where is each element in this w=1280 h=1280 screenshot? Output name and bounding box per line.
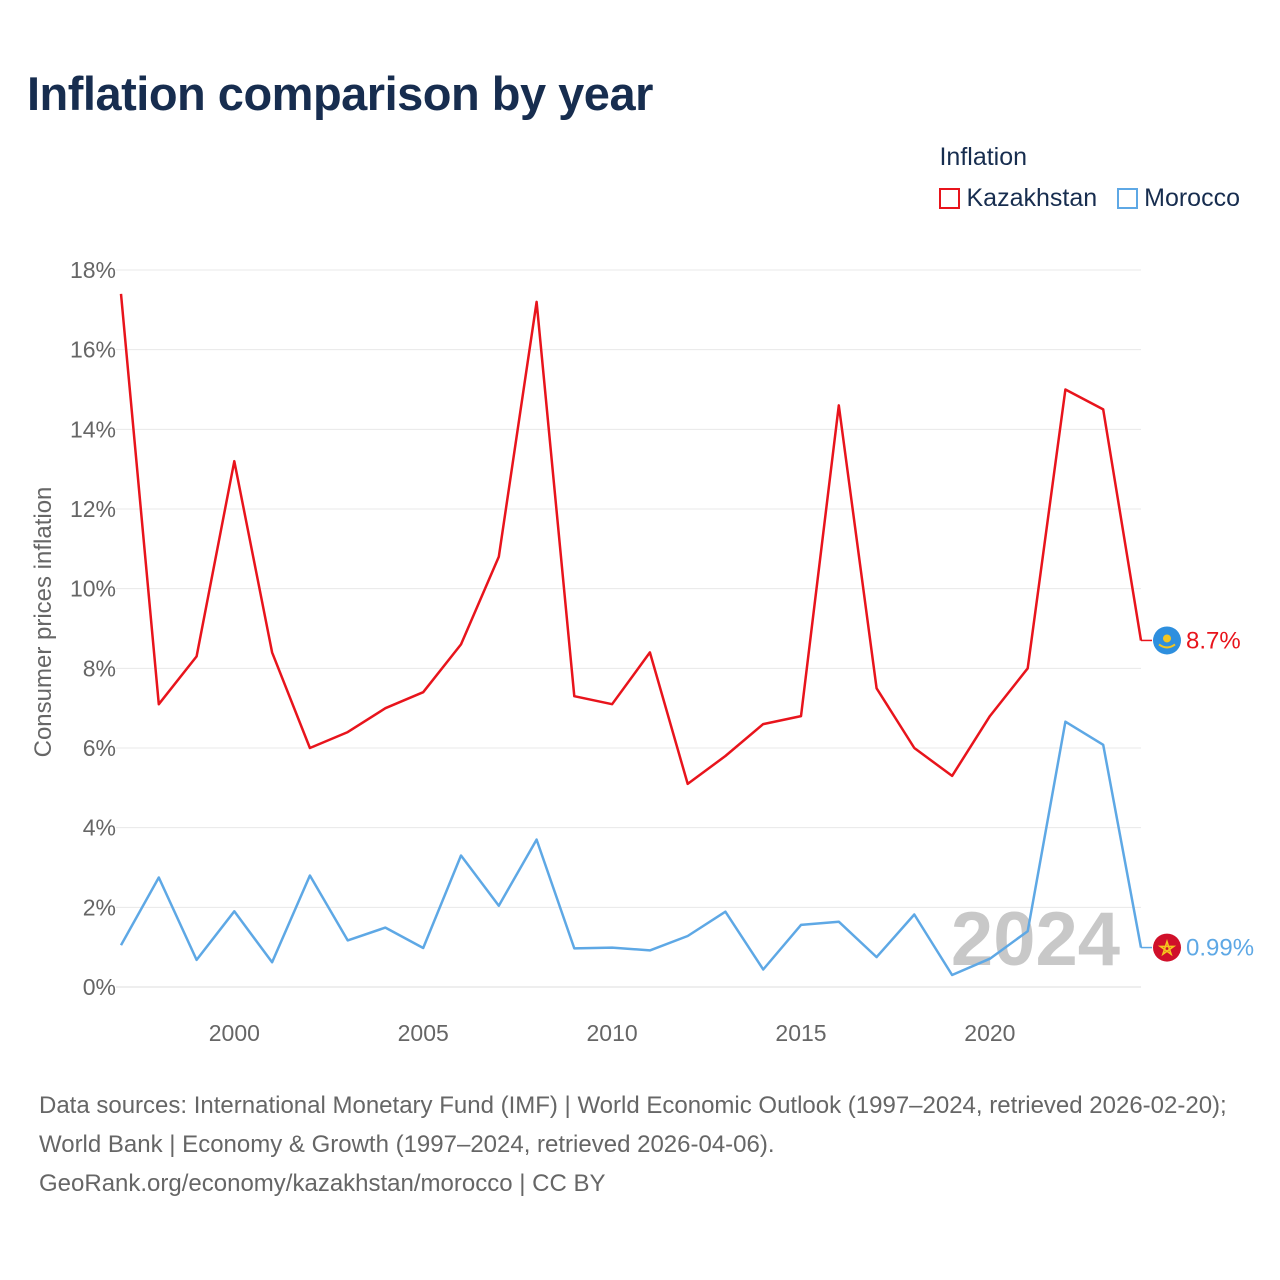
chart-title: Inflation comparison by year xyxy=(27,67,653,120)
y-tick-label-12: 12% xyxy=(70,496,116,522)
kazakhstan-flag-icon xyxy=(1153,626,1181,655)
y-tick-label-16: 16% xyxy=(70,337,116,363)
end-labels: 8.7% 0.99% xyxy=(1141,626,1254,962)
x-tick-label-2015: 2015 xyxy=(775,1020,826,1046)
y-axis-ticks: 0% 2% 4% 6% 8% 10% 12% 14% 16% 18% xyxy=(70,257,116,1000)
y-tick-label-8: 8% xyxy=(83,655,116,681)
y-tick-label-14: 14% xyxy=(70,416,116,442)
series-line-morocco[interactable] xyxy=(119,720,1143,977)
end-label-kazakhstan: 8.7% xyxy=(1186,627,1241,654)
end-label-morocco: 0.99% xyxy=(1186,935,1254,962)
legend-label-kazakhstan: Kazakhstan xyxy=(966,184,1098,212)
x-axis-ticks: 2000 2005 2010 2015 2020 xyxy=(209,1020,1016,1046)
y-tick-label-6: 6% xyxy=(83,735,116,761)
x-tick-label-2000: 2000 xyxy=(209,1020,260,1046)
legend-label-morocco: Morocco xyxy=(1144,184,1240,212)
year-watermark: 2024 xyxy=(951,897,1120,982)
source-link[interactable]: GeoRank.org/economy/kazakhstan/morocco |… xyxy=(39,1170,606,1197)
series-lines xyxy=(119,293,1143,977)
legend-swatch-morocco xyxy=(1117,188,1139,209)
y-tick-label-0: 0% xyxy=(83,974,116,1000)
y-tick-label-2: 2% xyxy=(83,894,116,920)
legend-swatch-kazakhstan xyxy=(939,188,961,209)
morocco-flag-icon xyxy=(1153,933,1181,962)
y-tick-label-18: 18% xyxy=(70,257,116,283)
line-chart: 0%2%4%6%8%10%12%14%16%18% 2000 2005 2010 20… xyxy=(30,257,1254,1046)
legend: Inflation Kazakhstan Morocco xyxy=(939,143,1240,213)
x-tick-label-2005: 2005 xyxy=(398,1020,449,1046)
y-axis-label: Consumer prices inflation xyxy=(30,487,57,758)
legend-title: Inflation xyxy=(939,143,1028,171)
y-tick-label-4: 4% xyxy=(83,815,116,841)
legend-item-kazakhstan[interactable]: Kazakhstan xyxy=(939,184,1097,213)
source-note: Data sources: International Monetary Fun… xyxy=(39,1086,1249,1203)
x-tick-label-2020: 2020 xyxy=(964,1020,1015,1046)
y-tick-label-10: 10% xyxy=(70,576,116,602)
x-tick-label-2010: 2010 xyxy=(587,1020,638,1046)
legend-item-morocco[interactable]: Morocco xyxy=(1117,184,1240,213)
grid-lines xyxy=(116,269,1141,988)
source-text: Data sources: International Monetary Fun… xyxy=(39,1092,1227,1158)
series-line-kazakhstan[interactable] xyxy=(119,293,1143,786)
